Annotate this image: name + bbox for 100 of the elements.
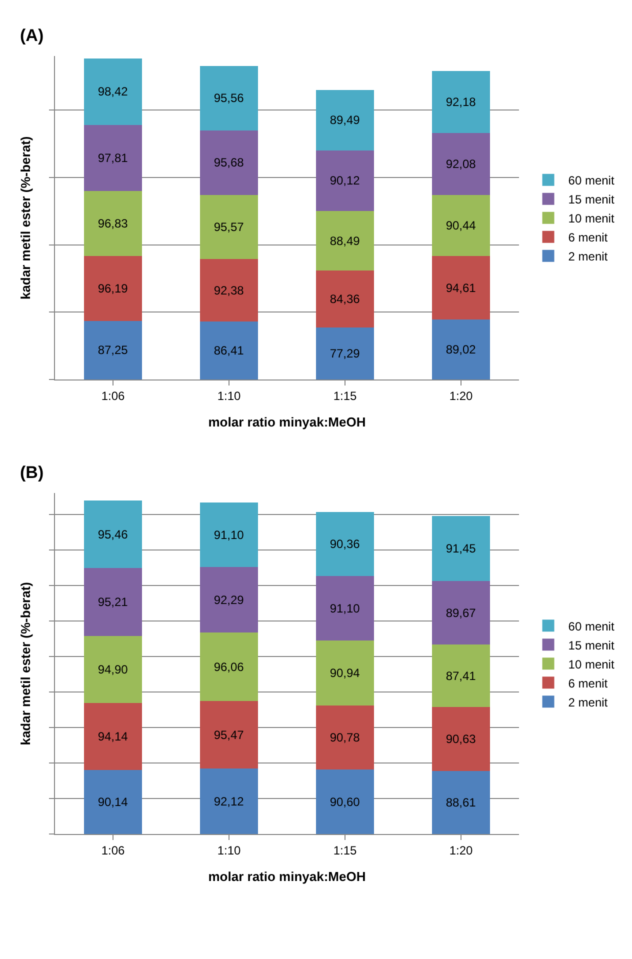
data-label: 95,47: [214, 728, 244, 742]
data-label: 95,68: [214, 156, 244, 170]
bar: [200, 700, 258, 769]
bar: [84, 568, 142, 636]
bar: [432, 706, 490, 772]
bar: [84, 58, 142, 125]
data-label: 86,41: [214, 343, 244, 358]
x-axis-title: molar ratio minyak:MeOH: [208, 414, 366, 430]
bar: [84, 256, 142, 321]
data-label: 95,56: [214, 91, 244, 106]
data-label: 97,81: [98, 150, 128, 165]
data-label: 84,36: [330, 292, 360, 306]
bar: [200, 321, 258, 380]
data-label: 92,18: [446, 94, 476, 109]
data-label: 92,38: [214, 283, 244, 298]
data-label: 94,90: [98, 662, 128, 677]
x-tick-label: 1:20: [449, 389, 473, 403]
bar: [432, 256, 490, 320]
bar: [316, 90, 374, 150]
data-label: 92,29: [214, 592, 244, 607]
bar: [200, 632, 258, 701]
x-tick-label: 1:15: [333, 843, 357, 858]
legend-label: 6 menit: [568, 230, 608, 245]
bar: [316, 576, 374, 641]
data-label: 96,06: [214, 660, 244, 674]
data-label: 91,10: [330, 601, 360, 616]
data-label: 95,57: [214, 220, 244, 234]
x-tick-label: 1:20: [449, 843, 473, 858]
bar: [316, 328, 374, 380]
data-label: 88,61: [446, 796, 476, 810]
bar: [432, 516, 490, 582]
data-label: 87,25: [98, 343, 128, 358]
data-label: 91,45: [446, 542, 476, 556]
data-label: 90,36: [330, 536, 360, 551]
x-tick-label: 1:10: [217, 843, 241, 858]
y-axis-title: kadar metil ester (%-berat): [18, 582, 33, 746]
x-tick-label: 1:06: [101, 843, 125, 858]
legend-label: 10 menit: [568, 212, 615, 226]
bar: [432, 132, 490, 195]
bar: [432, 644, 490, 707]
data-label: 90,60: [330, 794, 360, 809]
data-label: 90,78: [330, 730, 360, 745]
bar: [316, 512, 374, 576]
x-tick-label: 1:15: [333, 389, 357, 403]
bar: [84, 636, 142, 704]
legend-label: 60 menit: [568, 174, 615, 188]
data-label: 94,61: [446, 280, 476, 295]
data-label: 90,63: [446, 732, 476, 746]
data-label: 89,02: [446, 342, 476, 357]
bar: [316, 211, 374, 271]
x-tick-label: 1:06: [101, 389, 125, 403]
bar: [316, 270, 374, 328]
bar: [200, 130, 258, 195]
bar: [200, 768, 258, 834]
chart-title: (A): [20, 26, 44, 45]
bar: [84, 320, 142, 380]
bar: [200, 194, 258, 260]
bar: [432, 194, 490, 256]
bar: [432, 320, 490, 380]
bar: [84, 190, 142, 256]
data-label: 96,83: [98, 216, 128, 230]
legend-label: 15 menit: [568, 638, 615, 652]
bar: [84, 500, 142, 568]
chart-title: (B): [20, 463, 44, 482]
data-label: 92,12: [214, 794, 244, 808]
x-axis-title: molar ratio minyak:MeOH: [208, 869, 366, 884]
bar: [84, 124, 142, 191]
data-label: 95,46: [98, 527, 128, 542]
legend-label: 10 menit: [568, 657, 615, 672]
bar: [84, 703, 142, 770]
data-label: 95,21: [98, 595, 128, 610]
data-label: 77,29: [330, 346, 360, 361]
x-tick-label: 1:10: [217, 389, 241, 403]
bar: [432, 70, 490, 133]
legend-label: 2 menit: [568, 695, 608, 710]
data-label: 92,08: [446, 156, 476, 171]
data-label: 94,14: [98, 730, 128, 744]
bar: [316, 640, 374, 706]
legend-label: 2 menit: [568, 250, 608, 264]
legend-label: 15 menit: [568, 192, 615, 207]
data-label: 90,44: [446, 218, 476, 232]
bar: [200, 259, 258, 322]
data-label: 91,10: [214, 528, 244, 542]
bar: [316, 770, 374, 834]
bar: [200, 66, 258, 130]
data-label: 90,14: [98, 795, 128, 810]
data-label: 96,19: [98, 281, 128, 296]
data-label: 90,94: [330, 666, 360, 680]
legend-label: 6 menit: [568, 676, 608, 690]
bar: [84, 770, 142, 834]
bar: [200, 502, 258, 568]
data-label: 89,67: [446, 606, 476, 620]
data-label: 90,12: [330, 174, 360, 188]
bar: [432, 771, 490, 834]
bar: [316, 150, 374, 212]
data-label: 98,42: [98, 84, 128, 99]
data-label: 87,41: [446, 668, 476, 683]
bar: [200, 567, 258, 633]
data-label: 89,49: [330, 113, 360, 128]
legend-label: 60 menit: [568, 619, 615, 634]
